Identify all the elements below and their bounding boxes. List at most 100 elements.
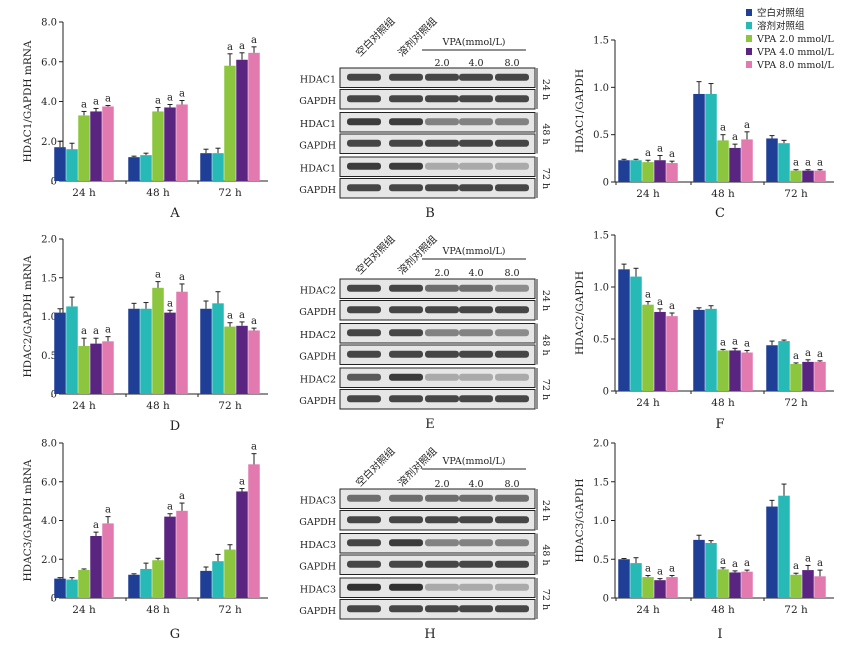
y-tick-label: 1.5	[593, 477, 609, 488]
y-tick-label: 2.0	[593, 439, 609, 450]
blot-row-label: GAPDH	[299, 140, 336, 151]
significance-label: a	[167, 502, 173, 513]
significance-label: a	[239, 41, 245, 52]
vpa-label: VPA(mmol/L)	[442, 246, 506, 257]
blot-band	[425, 162, 459, 170]
bar	[54, 147, 66, 181]
significance-label: a	[720, 123, 726, 134]
significance-label: a	[732, 559, 738, 570]
bar	[618, 559, 630, 598]
bar	[66, 149, 78, 181]
blot-band	[347, 516, 381, 524]
significance-label: a	[817, 349, 823, 360]
bar	[642, 162, 654, 182]
blot-band	[425, 583, 459, 591]
bar	[729, 572, 741, 598]
time-label: 48 h	[540, 123, 551, 144]
blot-band	[347, 494, 381, 502]
blot-frame	[339, 133, 536, 154]
blot-band	[495, 516, 529, 524]
time-label: 48 h	[540, 334, 551, 355]
x-tick-label: 48 h	[711, 397, 735, 409]
blot-band	[459, 539, 493, 547]
group-label: 溶剂对照组	[395, 445, 440, 490]
panel-letter: C	[715, 206, 725, 221]
time-label: 24 h	[540, 290, 551, 311]
bar	[224, 65, 236, 181]
bar	[666, 577, 678, 598]
blot-band	[495, 560, 529, 568]
bar	[90, 111, 102, 181]
x-tick-label: 72 h	[218, 187, 242, 199]
y-tick-label: 0	[51, 594, 57, 605]
legend-label: VPA 4.0 mmol/L	[756, 47, 834, 58]
y-tick-label: 6.0	[41, 477, 57, 488]
bar	[236, 325, 248, 394]
chart-panel-a: 0 2.0 4.0 6.0 8.0 HDAC1/GAPDH mRNA 24 h 48 h 72 …	[22, 18, 268, 221]
chart-panel-g: 0 2.0 4.0 6.0 8.0 HDAC3/GAPDH mRNA 24 h 48 h 72 …	[22, 439, 268, 642]
significance-label: a	[251, 35, 257, 46]
bar	[140, 308, 152, 394]
blot-band	[495, 395, 529, 403]
bar	[176, 291, 188, 394]
blot-band	[347, 306, 381, 314]
y-tick-label: 0.5	[593, 555, 609, 566]
blot-band	[389, 73, 423, 81]
dose-label: 4.0	[468, 268, 483, 279]
y-axis-label: HDAC2/GAPDH mRNA	[22, 255, 34, 377]
dose-label: 8.0	[504, 479, 519, 490]
significance-label: a	[805, 348, 811, 359]
blot-row-label: GAPDH	[299, 517, 336, 528]
panel-letter: E	[425, 417, 435, 432]
blot-band	[347, 284, 381, 292]
blot-band	[347, 329, 381, 337]
legend-swatch	[746, 9, 752, 16]
significance-label: a	[251, 316, 257, 327]
y-tick-label: 1.0	[593, 516, 609, 527]
x-tick-label: 24 h	[636, 604, 660, 616]
x-tick-label: 48 h	[146, 604, 170, 616]
vpa-label: VPA(mmol/L)	[442, 37, 506, 48]
blot-row-label: HDAC1	[300, 74, 336, 85]
dose-label: 8.0	[504, 58, 519, 69]
blot-row-label: GAPDH	[299, 351, 336, 362]
bar	[790, 170, 802, 182]
y-axis-label: HDAC2/GAPDH	[574, 271, 586, 355]
y-tick-label: 0.5	[593, 335, 609, 346]
blot-band	[425, 329, 459, 337]
bar	[54, 312, 66, 394]
blot-row-label: HDAC2	[300, 374, 336, 385]
blot-band	[347, 605, 381, 613]
blot-band	[495, 184, 529, 192]
dose-label: 2.0	[434, 268, 449, 279]
blot-band	[425, 395, 459, 403]
legend-swatch	[746, 35, 752, 42]
significance-label: a	[93, 326, 99, 337]
blot-band	[425, 605, 459, 613]
significance-label: a	[167, 298, 173, 309]
bar	[66, 306, 78, 394]
bar	[78, 569, 90, 598]
blot-band	[495, 350, 529, 358]
bar	[128, 574, 140, 598]
bar	[54, 578, 66, 598]
significance-label: a	[81, 326, 87, 337]
bar	[654, 311, 666, 391]
bar	[140, 568, 152, 598]
panel-letter: B	[425, 206, 435, 221]
bar	[693, 93, 705, 182]
blot-band	[389, 118, 423, 126]
bar	[128, 157, 140, 181]
bar	[705, 93, 717, 182]
bar	[102, 341, 114, 394]
y-tick-label: 1.5	[593, 231, 609, 242]
x-tick-label: 48 h	[711, 188, 735, 200]
blot-frame	[339, 577, 536, 598]
significance-label: a	[817, 158, 823, 169]
blot-row-label: HDAC2	[300, 285, 336, 296]
blot-row-label: GAPDH	[299, 396, 336, 407]
blot-band	[459, 95, 493, 103]
blot-band	[495, 306, 529, 314]
